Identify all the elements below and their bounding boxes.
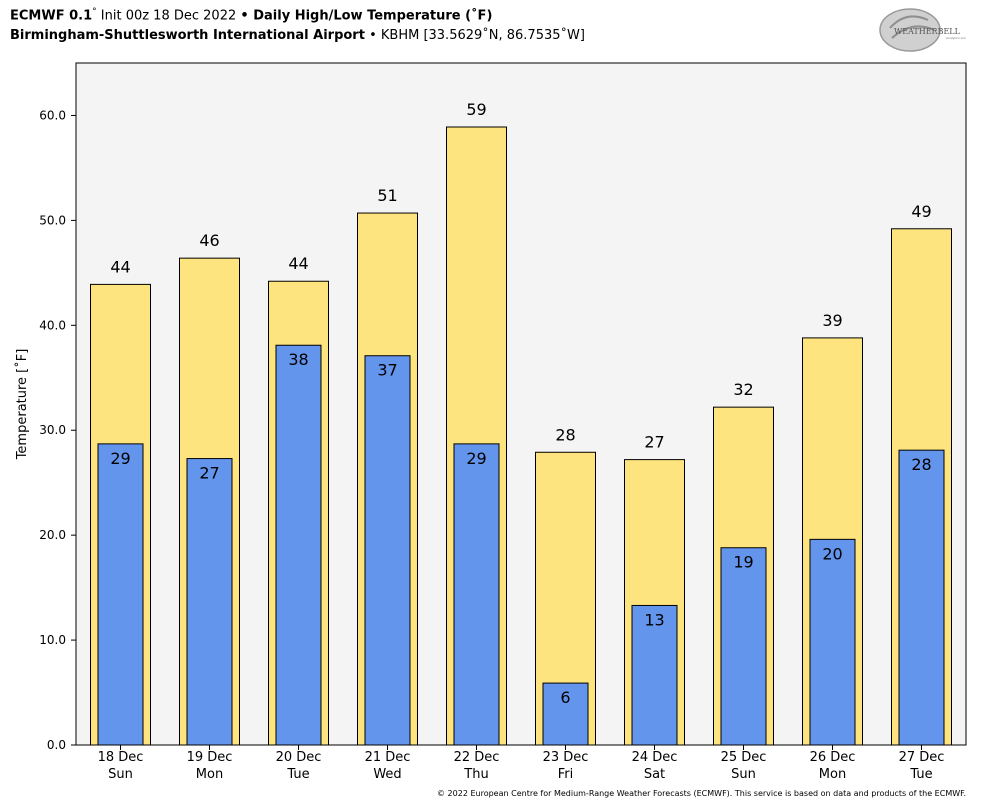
low-value-label: 27 — [199, 464, 219, 483]
degree-mark: ° — [92, 7, 97, 17]
low-value-label: 13 — [644, 610, 664, 629]
copyright-notice: © 2022 European Centre for Medium-Range … — [437, 789, 966, 798]
low-value-label: 29 — [466, 449, 486, 468]
low-value-label: 6 — [560, 688, 570, 707]
low-bar — [809, 538, 856, 746]
product-name: Daily High/Low Temperature (˚F) — [248, 8, 493, 24]
init-time: Init 00z 18 Dec 2022 — [96, 8, 241, 24]
low-value-label: 37 — [377, 361, 397, 380]
high-value-label: 39 — [822, 311, 842, 330]
low-bar — [542, 682, 589, 746]
chart-subtitle: Birmingham-Shuttlesworth International A… — [10, 28, 585, 43]
low-value-label: 28 — [911, 455, 931, 474]
bars-group: 44 29 46 27 44 38 51 37 59 29 28 6 27 13 32 19 39 20 49 28 — [90, 100, 952, 746]
y-tick-label: 0.0 — [47, 738, 66, 752]
logo-text: WEATHERBELL — [894, 27, 961, 36]
low-bar — [898, 449, 945, 746]
y-tick-label: 10.0 — [39, 633, 66, 647]
low-bar — [364, 355, 411, 746]
y-axis-label: Temperature [˚F] — [14, 349, 30, 461]
title-bullet: • — [240, 8, 249, 24]
x-tick-label: 23 Dec Fri — [543, 750, 589, 782]
low-value-label: 20 — [822, 544, 842, 563]
x-tick-label: 18 Dec Sun — [98, 750, 144, 782]
low-bar — [631, 604, 678, 746]
model-name: ECMWF 0.1 — [10, 8, 93, 24]
high-value-label: 51 — [377, 186, 397, 205]
low-bar — [97, 443, 144, 746]
high-value-label: 59 — [466, 100, 486, 119]
high-value-label: 32 — [733, 380, 753, 399]
x-tick-label: 25 Dec Sun — [721, 750, 767, 782]
y-tick-label: 50.0 — [39, 213, 66, 227]
weatherbell-logo: WEATHERBELL Analytics LLC — [879, 8, 966, 52]
y-tick-label: 40.0 — [39, 318, 66, 332]
plot-frame — [75, 62, 967, 746]
x-tick-label: 22 Dec Thu — [454, 750, 500, 782]
y-tick-label: 30.0 — [39, 423, 66, 437]
y-tick-label: 20.0 — [39, 528, 66, 542]
x-tick-label: 27 Dec Tue — [899, 750, 945, 782]
x-tick-label: 24 Dec Sat — [632, 750, 678, 782]
high-value-label: 27 — [644, 433, 664, 452]
subtitle-bullet: • — [364, 28, 381, 43]
x-tick-label: 21 Dec Wed — [365, 750, 411, 782]
high-value-label: 28 — [555, 425, 575, 444]
low-bar — [275, 344, 322, 746]
high-value-label: 44 — [110, 257, 130, 276]
low-value-label: 29 — [110, 449, 130, 468]
x-tick-label: 26 Dec Mon — [810, 750, 856, 782]
high-value-label: 49 — [911, 202, 931, 221]
x-tick-label: 19 Dec Mon — [187, 750, 233, 782]
x-tick-label: 20 Dec Tue — [276, 750, 322, 782]
low-bar — [720, 547, 767, 746]
low-value-label: 38 — [288, 350, 308, 369]
station-info: KBHM [33.5629˚N, 86.7535˚W] — [380, 28, 585, 43]
high-value-label: 44 — [288, 254, 308, 273]
low-bar — [186, 458, 233, 746]
chart-title: ECMWF 0.1° Init 00z 18 Dec 2022 • Daily … — [10, 7, 492, 23]
logo-subtext: Analytics LLC — [946, 36, 966, 40]
low-bar — [453, 443, 500, 746]
axes-group: 18 Dec Sun 19 Dec Mon 20 Dec Tue 21 Dec Wed 22 D… — [39, 62, 967, 782]
station-name: Birmingham-Shuttlesworth International A… — [10, 28, 365, 43]
high-value-label: 46 — [199, 231, 219, 250]
y-tick-label: 60.0 — [39, 108, 66, 122]
low-value-label: 19 — [733, 553, 753, 572]
